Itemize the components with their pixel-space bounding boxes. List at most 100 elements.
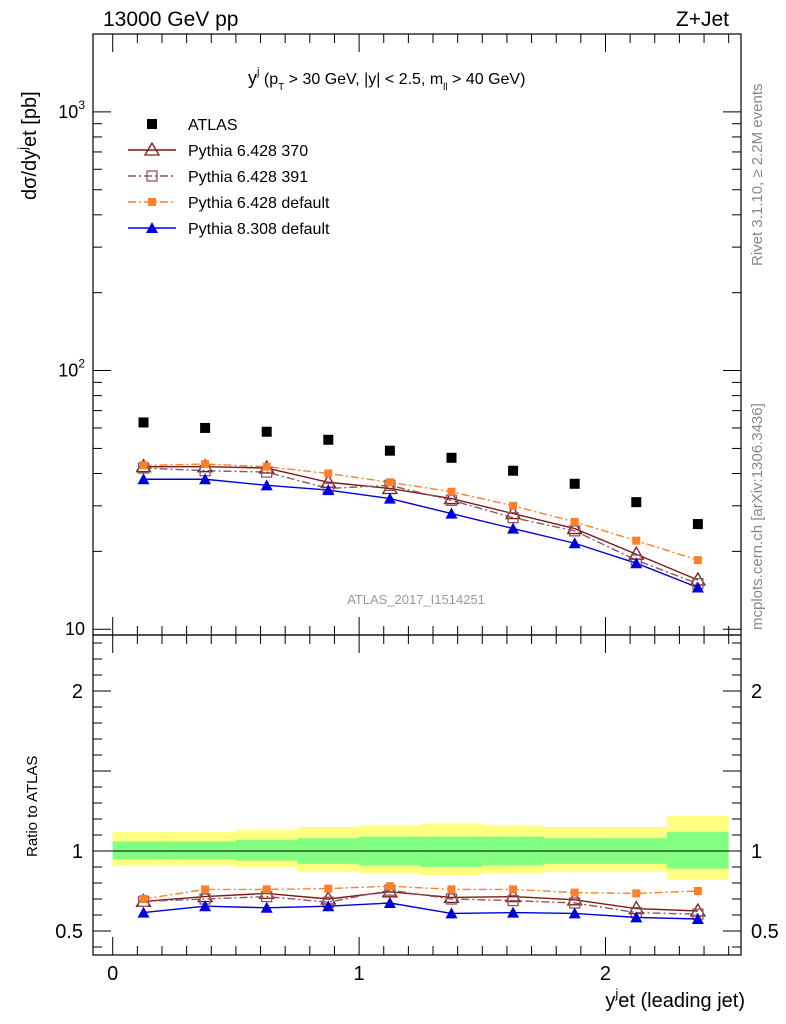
y-tick-label: 10 xyxy=(65,619,85,639)
ratio-data-point xyxy=(137,906,150,918)
legend-label: Pythia 6.428 370 xyxy=(188,143,308,160)
ratio-y-tick-label-right: 0.5 xyxy=(751,921,779,943)
data-point xyxy=(200,422,211,433)
ratio-data-point xyxy=(260,901,273,913)
data-point xyxy=(323,434,334,445)
ratio-data-point xyxy=(199,900,212,912)
data-point xyxy=(443,490,460,505)
header-right: Z+Jet xyxy=(676,8,729,31)
ratio-data-point xyxy=(691,913,704,924)
ratio-data-point xyxy=(201,885,210,894)
ratio-y-tick-label: 0.5 xyxy=(55,921,83,943)
ratio-data-point xyxy=(568,907,581,919)
ratio-data-point xyxy=(632,889,641,898)
data-point xyxy=(568,537,581,549)
data-point xyxy=(201,460,210,469)
legend-label: ATLAS xyxy=(188,117,238,134)
ratio-y-tick-label-right: 2 xyxy=(751,681,762,703)
ratio-series-line xyxy=(143,885,698,900)
legend: ATLAS Pythia 6.428 370 Pythia 6.428 391 Pyt… xyxy=(128,117,330,238)
data-point xyxy=(385,478,394,487)
series-line xyxy=(143,467,699,585)
data-point xyxy=(262,462,271,471)
data-point xyxy=(570,517,579,526)
ratio-data-point xyxy=(445,907,458,919)
data-point xyxy=(566,520,583,535)
data-point xyxy=(383,492,396,504)
x-axis-label: yjet (leading jet) xyxy=(605,986,745,1012)
legend-marker xyxy=(148,198,156,206)
ratio-data-point xyxy=(507,906,520,918)
data-point xyxy=(507,522,520,534)
ratio-data-point xyxy=(566,891,583,906)
ratio-series-line xyxy=(143,902,698,920)
data-point xyxy=(569,478,580,489)
x-tick-label: 1 xyxy=(354,963,365,985)
legend-label: Pythia 6.428 default xyxy=(188,195,330,212)
x-tick-label: 0 xyxy=(107,963,118,985)
legend-label: Pythia 6.428 391 xyxy=(188,169,308,186)
x-tick-label: 2 xyxy=(600,963,611,985)
data-point xyxy=(260,479,273,491)
ratio-inner-band xyxy=(420,836,483,867)
ratio-data-point xyxy=(262,885,271,894)
ratio-inner-band xyxy=(667,831,729,869)
data-point xyxy=(445,507,458,519)
legend-label: Pythia 8.308 default xyxy=(188,221,330,238)
analysis-watermark: ATLAS_2017_I1514251 xyxy=(347,592,485,607)
data-point xyxy=(631,497,642,508)
ratio-y-tick-label: 1 xyxy=(72,841,83,863)
data-point xyxy=(261,426,272,437)
data-point xyxy=(384,445,395,456)
ratio-data-point xyxy=(509,885,518,894)
legend-marker xyxy=(147,119,157,129)
ratio-data-point xyxy=(443,889,460,904)
data-point xyxy=(630,557,643,569)
legend-marker xyxy=(143,141,161,156)
ratio-data-point xyxy=(322,900,335,912)
data-point xyxy=(139,461,148,470)
ratio-data-point xyxy=(385,882,394,891)
ratio-plot: 0 1 2 0.5 0.5 1 1 2 2 xyxy=(55,634,779,985)
y-axis-label: dσ/dyjet [pb] xyxy=(15,91,41,200)
rivet-label: Rivet 3.1.10, ≥ 2.2M events xyxy=(749,84,766,267)
data-point xyxy=(509,501,518,510)
legend-marker xyxy=(146,170,158,182)
legend-marker xyxy=(146,222,158,233)
ratio-y-tick-label: 2 xyxy=(72,681,83,703)
ratio-data-point xyxy=(139,895,148,903)
ratio-data-point xyxy=(693,887,702,895)
data-point xyxy=(447,487,456,496)
data-point xyxy=(446,452,457,463)
data-point xyxy=(632,536,641,545)
series-line xyxy=(143,478,699,589)
ratio-inner-band xyxy=(112,841,175,859)
data-point xyxy=(508,465,519,476)
y-tick-label: 103 xyxy=(58,98,85,122)
series-line xyxy=(143,463,699,561)
ratio-series-line xyxy=(143,889,698,915)
y-tick-label: 102 xyxy=(58,357,85,381)
ratio-data-point xyxy=(630,911,643,923)
data-point xyxy=(691,581,704,593)
data-point xyxy=(693,556,702,565)
ratio-inner-band xyxy=(235,839,298,861)
ratio-data-point xyxy=(447,885,456,894)
data-point xyxy=(692,519,703,530)
data-point xyxy=(137,473,150,485)
header-left: 13000 GeV pp xyxy=(103,8,238,31)
data-point xyxy=(322,484,335,496)
data-point xyxy=(138,417,149,428)
data-point xyxy=(324,469,333,478)
series-line xyxy=(143,465,699,581)
main-plot: 10 102 103 xyxy=(58,33,742,639)
data-point xyxy=(199,473,212,485)
ratio-data-point xyxy=(383,897,396,908)
ratio-frame xyxy=(92,634,742,956)
ratio-y-axis-label: Ratio to ATLAS xyxy=(24,756,41,857)
plot-title: yj (pT > 30 GeV, |y| < 2.5, mll > 40 GeV… xyxy=(248,66,525,93)
ratio-data-point xyxy=(445,893,458,905)
ratio-data-point xyxy=(507,894,519,907)
ratio-y-tick-label-right: 1 xyxy=(751,841,762,863)
